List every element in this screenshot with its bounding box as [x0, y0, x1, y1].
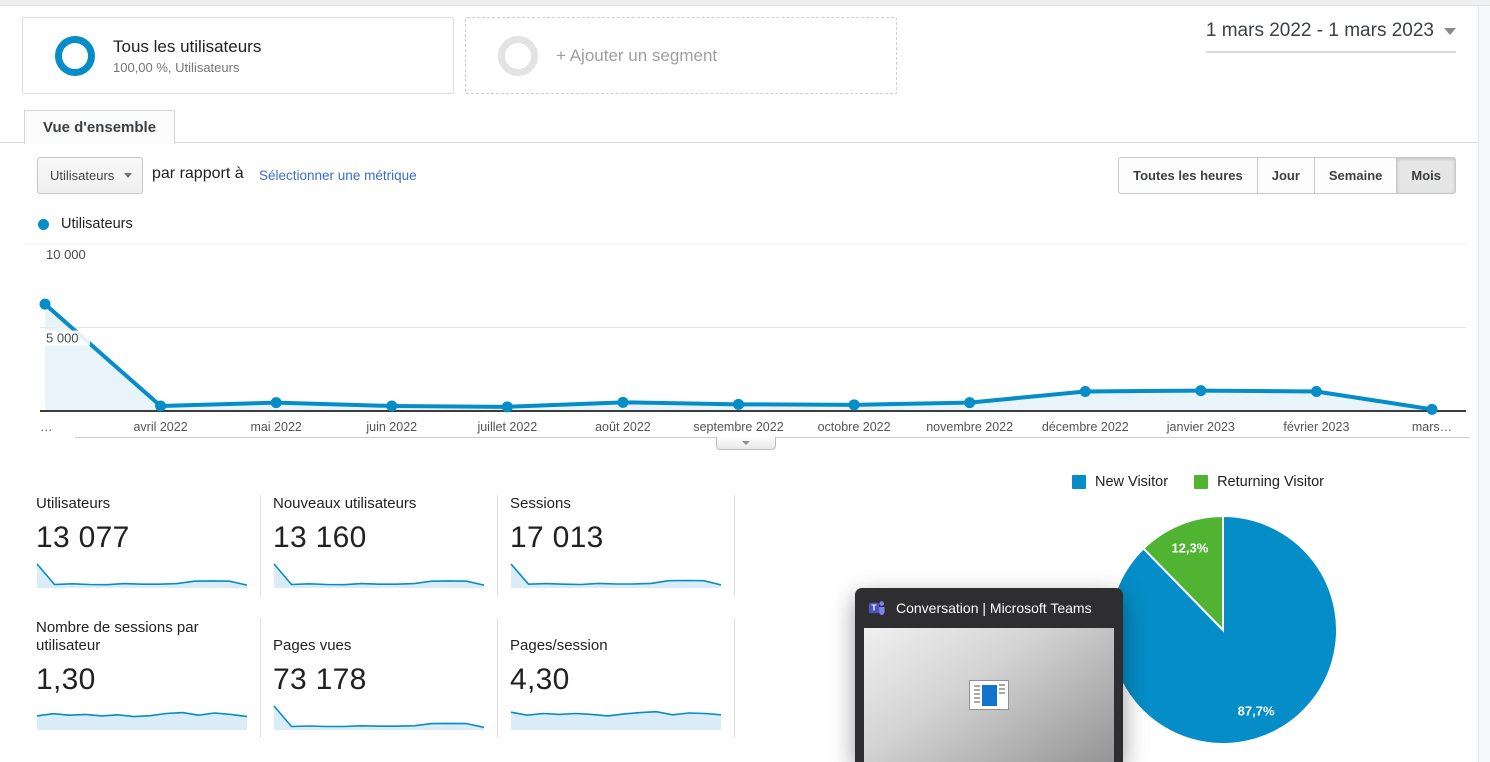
metric-label: Nouveaux utilisateurs: [273, 495, 417, 512]
window-placeholder-icon: [969, 680, 1009, 710]
pie-legend-label: Returning Visitor: [1217, 474, 1324, 490]
metric-label: Nombre de sessions par utilisateur: [36, 619, 199, 654]
granularity-button-jour[interactable]: Jour: [1256, 157, 1315, 194]
add-segment-ring-icon: [498, 35, 538, 76]
svg-text:septembre 2022: septembre 2022: [693, 420, 783, 434]
metric-label: Sessions: [510, 495, 571, 512]
add-segment-label: + Ajouter un segment: [556, 45, 718, 65]
date-range-selector[interactable]: 1 mars 2022 - 1 mars 2023: [1205, 20, 1456, 53]
svg-text:janvier 2023: janvier 2023: [1166, 420, 1235, 434]
svg-text:juillet 2022: juillet 2022: [476, 420, 537, 434]
metric-value: 13 077: [36, 521, 130, 554]
segment-subtitle: 100,00 %, Utilisateurs: [113, 59, 240, 75]
svg-text:10 000: 10 000: [46, 247, 86, 262]
pie-legend-item: New Visitor: [1072, 474, 1168, 490]
svg-text:décembre 2022: décembre 2022: [1042, 420, 1129, 434]
svg-text:…: …: [40, 420, 53, 434]
chevron-down-icon: [124, 173, 132, 178]
select-metric-link[interactable]: Sélectionner une métrique: [259, 168, 417, 183]
svg-text:5 000: 5 000: [46, 331, 79, 346]
segment-title: Tous les utilisateurs: [113, 36, 262, 56]
svg-text:mai 2022: mai 2022: [250, 420, 301, 434]
metric-card-6: Pages/session 4,30: [510, 618, 735, 738]
metric-cards: Utilisateurs 13 077 Nouveaux utilisateurs 1…: [36, 495, 748, 738]
tab-divider: [0, 142, 1479, 143]
chevron-down-icon: [742, 441, 750, 445]
svg-text:novembre 2022: novembre 2022: [926, 420, 1013, 434]
granularity-button-group: Toutes les heures Jour Semaine Mois: [1118, 157, 1456, 194]
granularity-button-toutes-les-heures[interactable]: Toutes les heures: [1118, 157, 1258, 194]
toolbar-edge: [0, 0, 1490, 6]
legend-dot-icon: [38, 218, 49, 230]
tab-overview[interactable]: Vue d'ensemble: [24, 110, 176, 144]
svg-text:mars…: mars…: [1412, 420, 1452, 434]
metric-select-dropdown[interactable]: Utilisateurs: [37, 157, 143, 194]
metric-card-1: Utilisateurs 13 077: [36, 495, 261, 596]
metric-value: 13 160: [273, 521, 367, 554]
metric-card-3: Sessions 17 013: [510, 495, 735, 596]
legend-swatch-icon: [1194, 475, 1209, 489]
metric-card-5: Pages vues 73 178: [273, 618, 498, 738]
segment-ring-icon: [55, 35, 95, 76]
svg-text:87,7%: 87,7%: [1238, 703, 1275, 718]
svg-text:octobre 2022: octobre 2022: [818, 420, 891, 434]
metric-sparkline: [510, 710, 722, 730]
metric-value: 1,30: [36, 663, 96, 696]
granularity-button-mois[interactable]: Mois: [1396, 157, 1456, 194]
svg-text:avril 2022: avril 2022: [133, 420, 187, 434]
metric-sparkline: [36, 711, 248, 730]
add-segment-card[interactable]: + Ajouter un segment: [465, 17, 897, 94]
svg-text:T: T: [871, 603, 877, 613]
users-line-chart: 10 000 5 000 … avril 2022 mai 2022 juin 2022 j…: [24, 243, 1466, 434]
timeline-scrubber-handle[interactable]: [716, 437, 776, 450]
visitor-type-pie-chart: 87,7% 12,3%: [1108, 514, 1338, 745]
chevron-down-icon: [1444, 27, 1456, 35]
segment-all-users-card[interactable]: Tous les utilisateurs 100,00 %, Utilisat…: [22, 17, 454, 94]
metric-label: Utilisateurs: [36, 495, 111, 512]
metric-value: 4,30: [510, 663, 570, 696]
metric-value: 73 178: [273, 663, 367, 696]
pie-legend: New Visitor Returning Visitor: [1072, 474, 1324, 490]
metric-sparkline: [273, 705, 485, 730]
teams-titlebar: T Conversation | Microsoft Teams: [855, 588, 1123, 625]
metric-sparkline: [273, 563, 485, 588]
metric-select-value: Utilisateurs: [50, 168, 115, 183]
metric-card-2: Nouveaux utilisateurs 13 160: [273, 495, 498, 596]
pie-legend-item: Returning Visitor: [1194, 474, 1324, 490]
granularity-button-semaine[interactable]: Semaine: [1313, 157, 1398, 194]
teams-thumbnail-body: [864, 628, 1114, 762]
metric-value: 17 013: [510, 521, 604, 554]
metric-sparkline: [36, 563, 248, 588]
teams-popup-title: Conversation | Microsoft Teams: [896, 600, 1092, 616]
svg-text:février 2023: février 2023: [1283, 420, 1349, 434]
legend-swatch-icon: [1072, 475, 1086, 489]
scrollbar-track[interactable]: [1478, 6, 1490, 762]
pie-legend-label: New Visitor: [1095, 474, 1169, 490]
metric-card-4: Nombre de sessions par utilisateur 1,30: [36, 618, 261, 738]
svg-text:12,3%: 12,3%: [1171, 541, 1208, 556]
metric-label: Pages/session: [510, 637, 608, 654]
teams-thumbnail-popup[interactable]: T Conversation | Microsoft Teams: [855, 588, 1123, 762]
date-range-text: 1 mars 2022 - 1 mars 2023: [1205, 20, 1434, 41]
legend-label: Utilisateurs: [61, 216, 133, 232]
vs-label: par rapport à: [152, 165, 244, 182]
chart-legend: Utilisateurs: [38, 216, 133, 232]
svg-text:juin 2022: juin 2022: [365, 420, 417, 434]
metric-sparkline: [510, 563, 722, 588]
teams-icon: T: [868, 601, 885, 615]
metric-label: Pages vues: [273, 637, 352, 654]
svg-text:août 2022: août 2022: [595, 420, 651, 434]
